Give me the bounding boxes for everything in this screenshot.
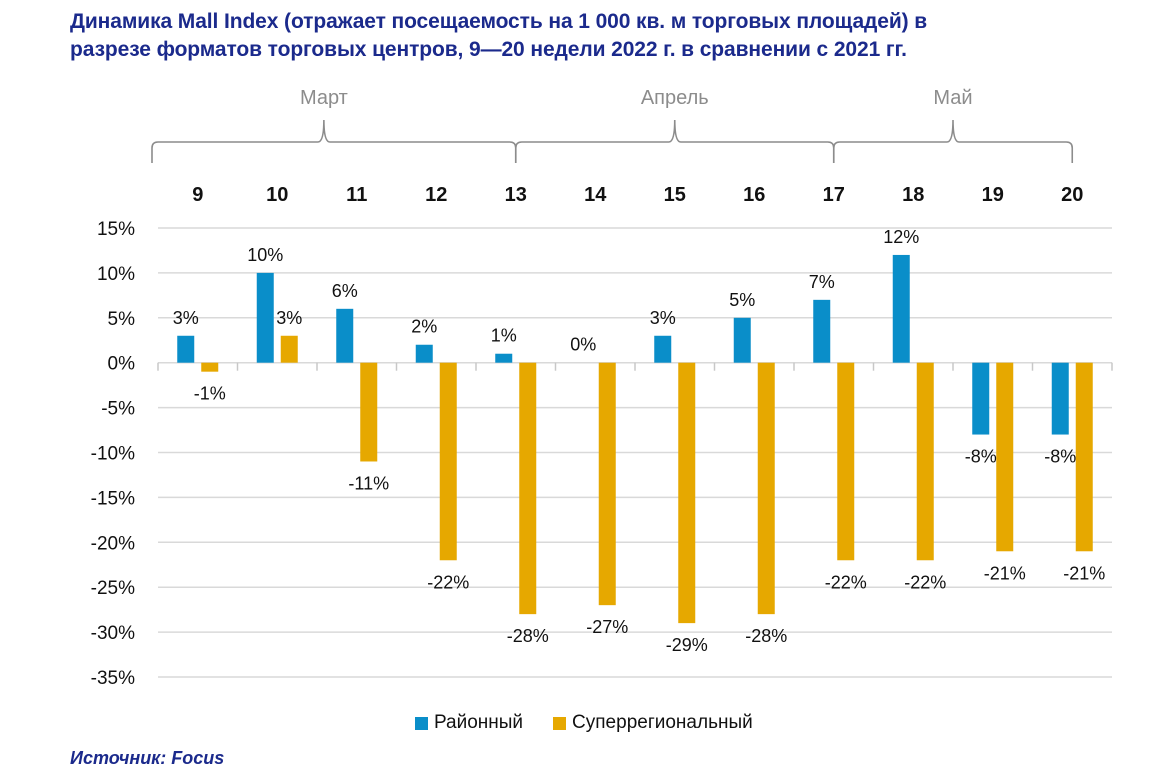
y-tick-labels: 15% 10% 5% 0% -5% -10% -15% -20% -25% -30% -35% <box>91 219 135 689</box>
month-label: Май <box>933 87 972 109</box>
legend-label-superregional: Суперрегиональный <box>572 712 753 733</box>
y-tick-label: -35% <box>91 668 135 689</box>
x-tick-label: 11 <box>346 184 367 206</box>
bar-rayonny <box>495 353 513 363</box>
y-tick-label: -25% <box>91 578 135 599</box>
x-tick-label: 12 <box>425 184 447 206</box>
bar-rayonny <box>256 272 274 363</box>
data-label: -22% <box>904 572 946 592</box>
data-label: -29% <box>666 635 708 655</box>
data-label: -27% <box>586 617 628 637</box>
gridlines <box>157 227 1113 678</box>
x-tick-label: 13 <box>505 184 527 206</box>
month-bracket <box>514 119 835 163</box>
x-tick-label: 14 <box>584 184 607 206</box>
bar-rayonny <box>336 308 354 363</box>
bar-superregional <box>360 362 378 462</box>
data-label: 0% <box>570 335 596 355</box>
data-label: 1% <box>491 326 517 346</box>
bar-rayonny <box>177 335 195 363</box>
data-label: -8% <box>1044 447 1076 467</box>
data-label: 2% <box>411 317 437 337</box>
bars <box>177 254 1093 624</box>
bar-rayonny <box>892 254 910 363</box>
x-tick-label: 15 <box>664 184 686 206</box>
data-label: 5% <box>729 290 755 310</box>
bar-superregional <box>757 362 775 615</box>
legend-swatch-rayonny <box>415 716 428 730</box>
bar-superregional <box>1075 362 1093 552</box>
data-label: -8% <box>965 447 997 467</box>
bar-rayonny <box>733 317 751 363</box>
bar-rayonny <box>972 362 990 435</box>
x-tick-label: 20 <box>1061 184 1083 206</box>
data-label: -11% <box>348 473 389 493</box>
bar-rayonny <box>415 344 433 363</box>
bar-superregional <box>201 362 219 372</box>
chart-title-line-1: Динамика Mall Index (отражает посещаемос… <box>70 10 928 33</box>
x-tick-label: 19 <box>982 184 1004 206</box>
y-tick-label: -15% <box>91 488 135 509</box>
data-label: -21% <box>984 563 1026 583</box>
data-label: -22% <box>825 572 867 592</box>
bar-superregional <box>996 362 1014 552</box>
bar-rayonny <box>813 299 831 363</box>
y-tick-label: -30% <box>91 623 135 644</box>
bar-superregional <box>598 362 616 606</box>
y-tick-label: -20% <box>91 533 135 554</box>
legend-swatch-superregional <box>553 716 567 730</box>
legend-item-rayonny: Районный <box>415 712 523 734</box>
data-label: 7% <box>809 272 835 292</box>
x-tick-label: 9 <box>192 184 203 206</box>
y-tick-label: -5% <box>101 399 135 420</box>
y-tick-label: 10% <box>97 264 135 285</box>
bar-rayonny <box>1051 362 1069 435</box>
data-label: 12% <box>883 227 919 247</box>
bar-superregional <box>916 362 934 561</box>
month-label: Март <box>300 87 348 109</box>
bar-superregional <box>280 335 298 363</box>
chart-title: Динамика Mall Index (отражает посещаемос… <box>70 8 1130 64</box>
data-label: 3% <box>173 308 199 328</box>
bar-rayonny <box>654 335 672 363</box>
bar-superregional <box>837 362 855 561</box>
y-tick-label: -10% <box>91 444 135 465</box>
data-labels: 3% 10% 6% 2% 1% 0% 3% 5% 7% 12% -8% -8% -1% 3% -11% -22… <box>173 227 1106 655</box>
x-tick-label: 16 <box>743 184 765 206</box>
x-tick-labels: 9 10 11 12 13 14 15 16 17 18 19 20 <box>192 184 1083 206</box>
bar-superregional <box>439 362 457 561</box>
data-label: -28% <box>745 626 787 646</box>
y-tick-label: 0% <box>108 354 136 375</box>
legend: Районный Суперрегиональный <box>415 712 753 734</box>
y-tick-label: 15% <box>97 219 135 240</box>
data-label: 3% <box>276 308 302 328</box>
chart-title-line-2: разрезе форматов торговых центров, 9—20 … <box>70 38 907 61</box>
y-tick-label: 5% <box>108 309 136 330</box>
source-note: Источник: Focus <box>70 748 225 768</box>
data-label: 10% <box>247 245 283 265</box>
x-tick-label: 17 <box>823 184 845 206</box>
month-label: Апрель <box>641 87 709 109</box>
legend-item-superregional: Суперрегиональный <box>553 712 753 734</box>
bar-superregional <box>519 362 537 615</box>
x-tick-label: 10 <box>266 184 288 206</box>
x-tick-label: 18 <box>902 184 924 206</box>
bar-superregional <box>678 362 696 624</box>
data-label: -21% <box>1063 563 1105 583</box>
data-label: -28% <box>507 626 549 646</box>
data-label: -1% <box>194 384 226 404</box>
data-label: -22% <box>427 572 469 592</box>
data-label: 3% <box>650 308 676 328</box>
data-label: 6% <box>332 281 358 301</box>
legend-label-rayonny: Районный <box>434 712 524 733</box>
month-brackets: Март Апрель Май <box>151 87 1074 163</box>
month-bracket <box>151 119 517 163</box>
month-bracket <box>832 119 1074 163</box>
